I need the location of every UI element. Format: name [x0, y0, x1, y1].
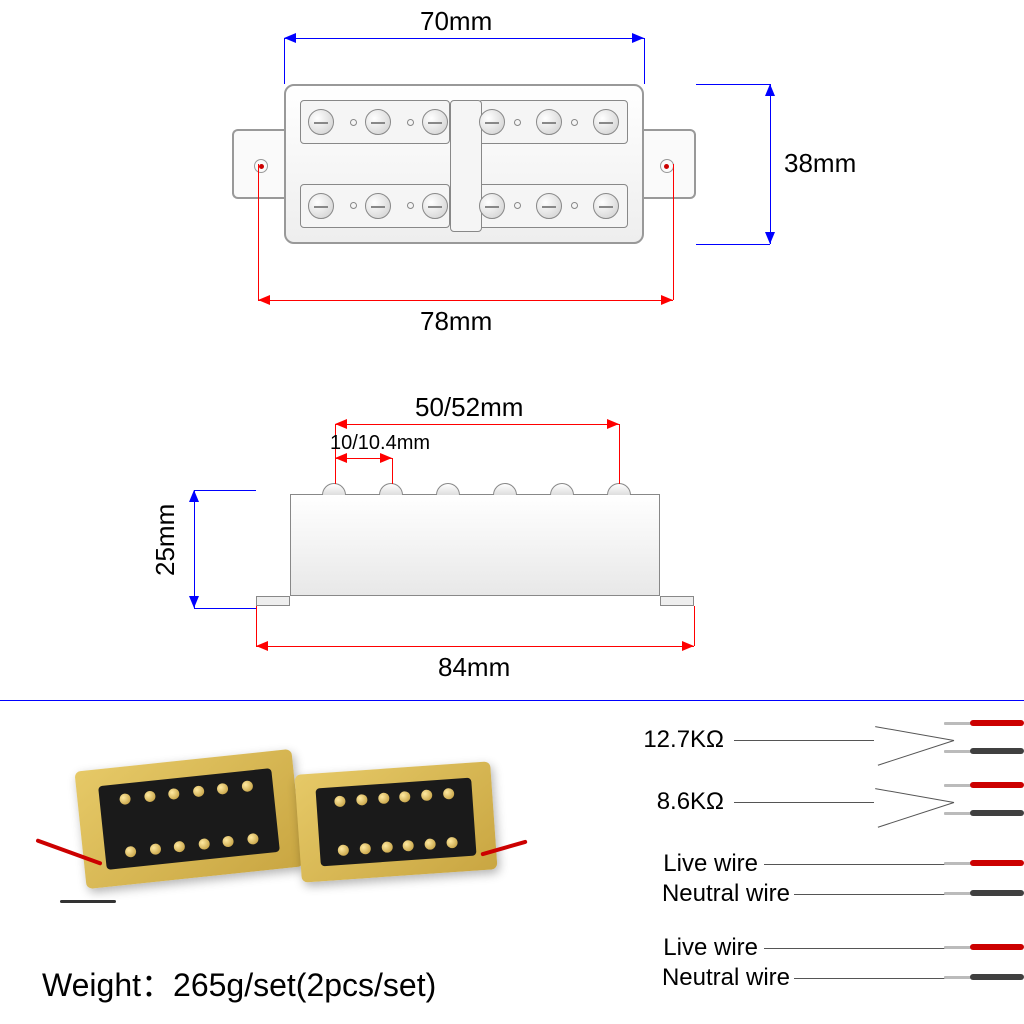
spec-label-0: 12.7KΩ [643, 726, 724, 754]
product-photo [40, 730, 520, 930]
spec-label-2: Live wire [663, 850, 758, 878]
dim-label-1010: 10/10.4mm [330, 432, 430, 455]
pickup-top-view [232, 84, 696, 244]
dim-38mm [770, 84, 771, 244]
dim-label-25mm: 25mm [150, 504, 181, 576]
dim-70mm [284, 38, 644, 39]
wire-spec: 12.7KΩ 8.6KΩ Live wire Neutral wire Live… [634, 720, 1024, 1000]
spec-label-1: 8.6KΩ [657, 788, 724, 816]
dim-label-5052: 50/52mm [415, 392, 523, 423]
dim-label-84mm: 84mm [438, 652, 510, 683]
spec-label-4: Live wire [663, 934, 758, 962]
dim-label-78mm: 78mm [420, 306, 492, 337]
dim-84mm [256, 646, 694, 647]
pickup-body-side [290, 494, 660, 596]
pickup-photo-1 [74, 749, 303, 889]
pickup-side-view [256, 486, 694, 606]
dim-label-70mm: 70mm [420, 6, 492, 37]
dim-5052 [335, 424, 619, 425]
spec-label-3: Neutral wire [662, 880, 790, 908]
mount-ear-right [644, 129, 696, 199]
weight-text: Weight：265g/set(2pcs/set) [42, 960, 436, 1006]
dim-25mm [194, 490, 195, 608]
dim-78mm [258, 300, 673, 301]
dim-label-38mm: 38mm [784, 148, 856, 179]
pole-row-bottom [308, 193, 619, 219]
pickup-body-top [284, 84, 644, 244]
section-divider [0, 700, 1024, 701]
pickup-photo-2 [294, 761, 497, 882]
spec-label-5: Neutral wire [662, 964, 790, 992]
